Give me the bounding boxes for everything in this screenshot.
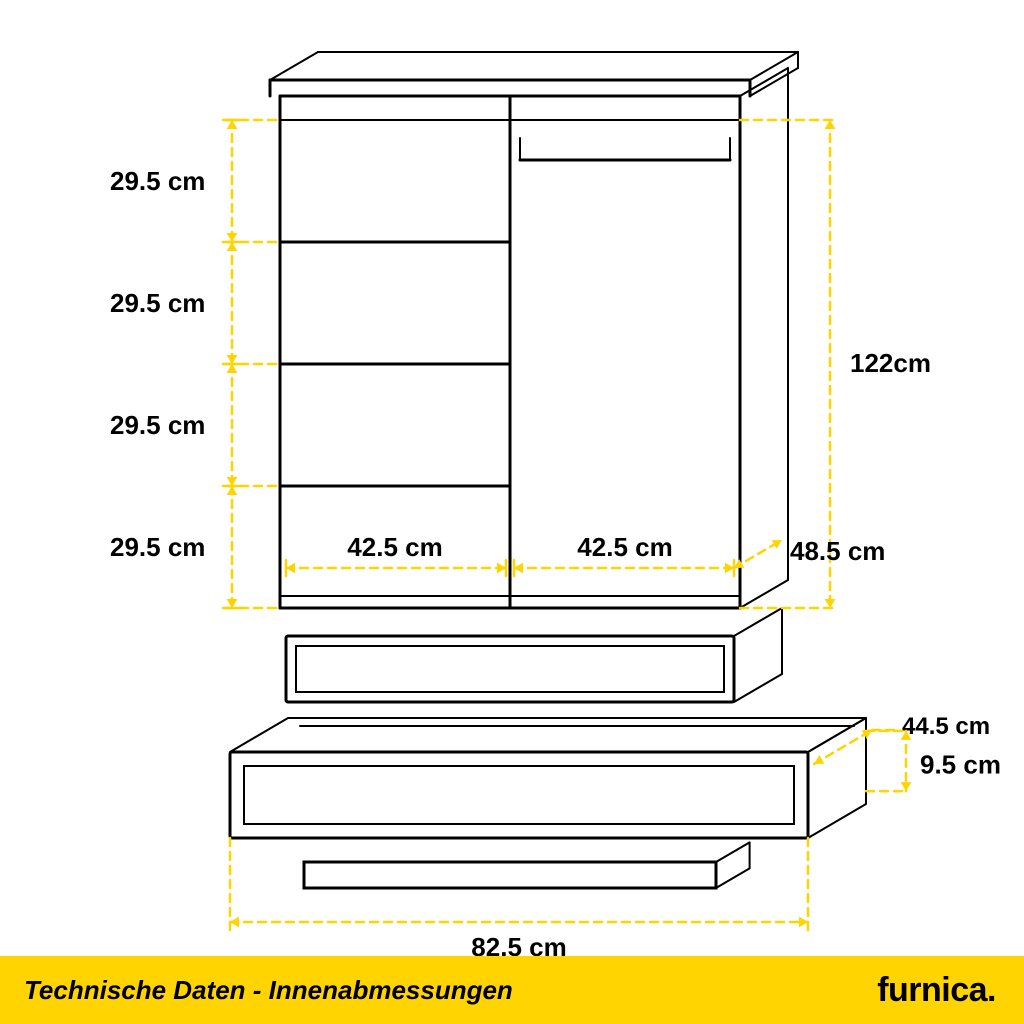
svg-text:29.5 cm: 29.5 cm bbox=[110, 288, 205, 318]
svg-text:29.5 cm: 29.5 cm bbox=[110, 410, 205, 440]
svg-text:42.5 cm: 42.5 cm bbox=[577, 532, 672, 562]
svg-text:29.5 cm: 29.5 cm bbox=[110, 532, 205, 562]
footer-brand: furnica. bbox=[877, 971, 996, 1010]
footer-caption: Technische Daten - Innenabmessungen bbox=[24, 975, 513, 1006]
svg-text:29.5 cm: 29.5 cm bbox=[110, 166, 205, 196]
svg-text:48.5 cm: 48.5 cm bbox=[790, 536, 885, 566]
svg-text:42.5 cm: 42.5 cm bbox=[347, 532, 442, 562]
svg-text:44.5 cm: 44.5 cm bbox=[902, 713, 990, 740]
diagram-svg: 29.5 cm 29.5 cm 29.5 cm 29.5 cm 122cm 42.5 cm… bbox=[0, 0, 1024, 1024]
svg-text:9.5 cm: 9.5 cm bbox=[920, 749, 1001, 779]
footer-bar: Technische Daten - Innenabmessungen furn… bbox=[0, 956, 1024, 1024]
svg-text:122cm: 122cm bbox=[850, 348, 931, 378]
